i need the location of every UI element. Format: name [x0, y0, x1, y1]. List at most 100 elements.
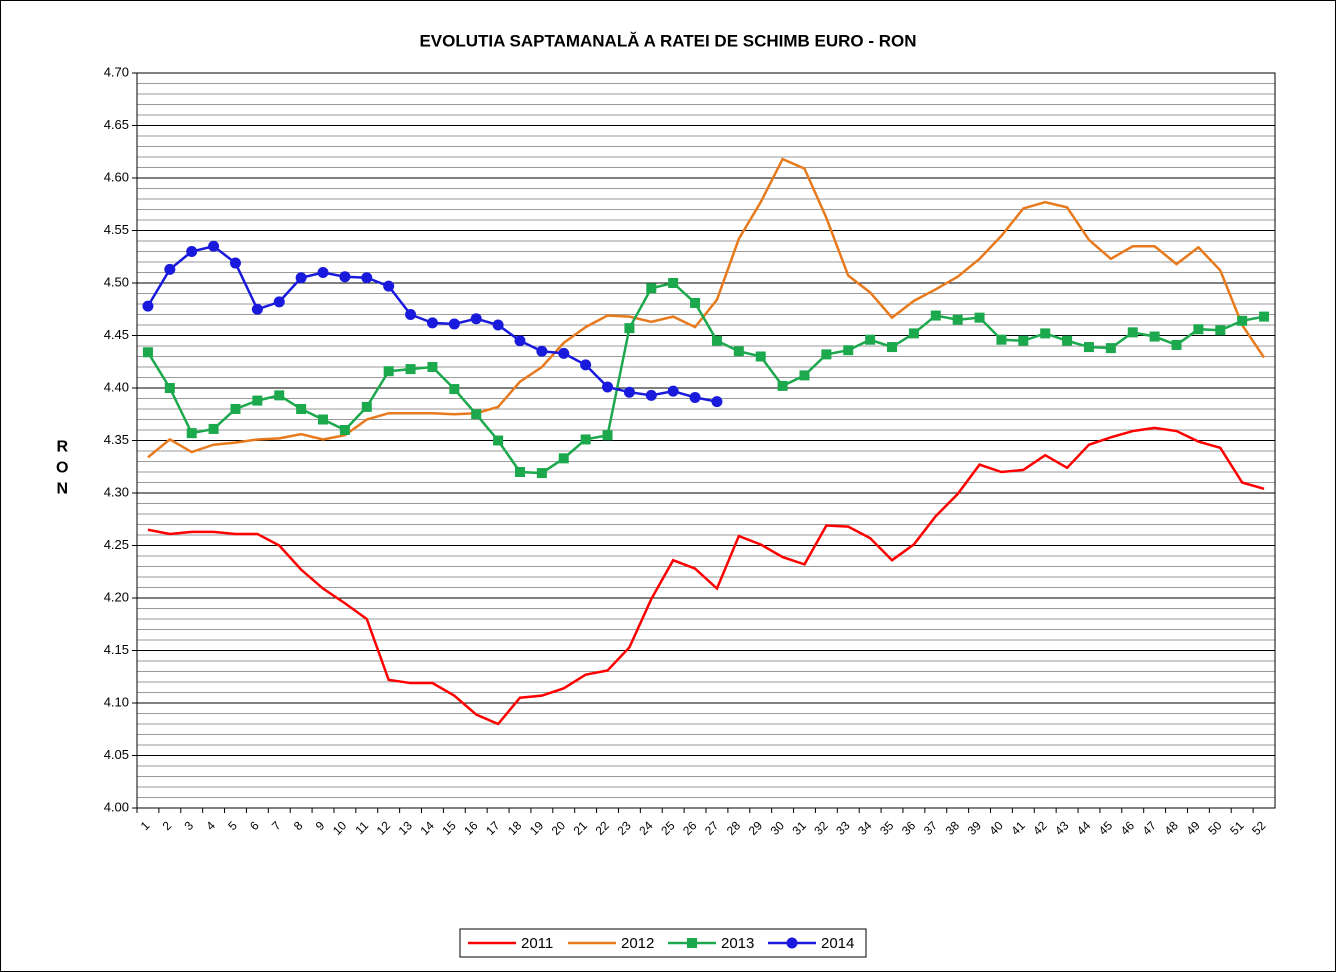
- marker: [471, 409, 482, 420]
- marker: [383, 366, 394, 377]
- legend-marker: [786, 937, 798, 949]
- marker: [1127, 327, 1138, 338]
- marker: [1237, 315, 1248, 326]
- marker: [361, 272, 373, 284]
- legend-label: 2014: [821, 935, 854, 952]
- marker: [339, 425, 350, 435]
- marker: [667, 385, 679, 397]
- y-tick-label: 4.45: [104, 327, 129, 342]
- marker: [339, 271, 351, 283]
- marker: [755, 351, 766, 362]
- marker: [493, 435, 504, 446]
- y-tick-label: 4.15: [104, 642, 129, 657]
- marker: [1062, 335, 1073, 346]
- marker: [777, 380, 788, 391]
- y-tick-label: 4.35: [104, 432, 129, 447]
- marker: [1193, 324, 1204, 335]
- marker: [623, 386, 635, 398]
- marker: [733, 346, 744, 357]
- marker: [361, 401, 372, 412]
- marker: [580, 434, 591, 445]
- marker: [711, 335, 722, 346]
- y-tick-label: 4.40: [104, 379, 129, 394]
- marker: [295, 272, 307, 284]
- y-tick-label: 4.05: [104, 747, 129, 762]
- marker: [1018, 335, 1029, 346]
- marker: [492, 319, 504, 331]
- marker: [887, 342, 898, 353]
- marker: [405, 364, 416, 375]
- legend-label: 2013: [721, 935, 754, 952]
- marker: [536, 345, 548, 357]
- marker: [1040, 328, 1051, 339]
- marker: [711, 396, 723, 408]
- chart-title: EVOLUTIA SAPTAMANALĂ A RATEI DE SCHIMB E…: [419, 31, 916, 50]
- series-line: [146, 281, 1265, 475]
- marker: [821, 349, 832, 360]
- marker: [208, 240, 220, 252]
- marker: [317, 267, 329, 278]
- marker: [164, 383, 175, 393]
- marker: [974, 312, 985, 323]
- marker: [668, 278, 679, 288]
- marker: [536, 468, 547, 479]
- marker: [952, 314, 963, 325]
- marker: [230, 404, 241, 414]
- marker: [229, 257, 241, 269]
- marker: [296, 404, 307, 414]
- y-tick-label: 4.70: [104, 64, 129, 79]
- marker: [690, 297, 701, 308]
- marker: [274, 390, 285, 401]
- marker: [273, 296, 285, 308]
- marker: [602, 381, 614, 393]
- marker: [602, 430, 613, 441]
- marker: [580, 359, 592, 371]
- y-axis-label: RON: [54, 439, 71, 502]
- marker: [186, 428, 197, 439]
- y-tick-label: 4.65: [104, 117, 129, 132]
- marker: [1171, 339, 1182, 350]
- marker: [1259, 311, 1270, 322]
- marker: [427, 362, 438, 372]
- marker: [251, 303, 263, 315]
- y-tick-label: 4.55: [104, 222, 129, 237]
- y-tick-label: 4.10: [104, 694, 129, 709]
- marker: [1105, 343, 1116, 354]
- marker: [514, 467, 525, 477]
- marker: [930, 310, 941, 321]
- marker: [1149, 331, 1160, 342]
- y-tick-label: 4.50: [104, 274, 129, 289]
- marker: [514, 335, 526, 347]
- legend-label: 2011: [521, 935, 553, 952]
- series-line: [147, 426, 1265, 726]
- marker: [646, 283, 657, 294]
- marker: [689, 391, 701, 403]
- marker: [252, 395, 263, 406]
- series-line: [147, 157, 1266, 459]
- marker: [645, 389, 657, 401]
- marker: [142, 300, 154, 312]
- marker: [405, 309, 417, 320]
- y-tick-label: 4.00: [104, 799, 129, 814]
- y-tick-label: 4.25: [104, 537, 129, 552]
- marker: [1215, 325, 1226, 336]
- y-tick-label: 4.60: [104, 169, 129, 184]
- marker: [142, 347, 153, 358]
- marker: [843, 345, 854, 356]
- marker: [558, 347, 570, 359]
- marker: [996, 334, 1007, 345]
- marker: [449, 384, 460, 395]
- marker: [208, 423, 219, 434]
- marker: [1083, 342, 1094, 353]
- marker: [164, 263, 176, 275]
- legend-label: 2012: [621, 935, 654, 952]
- marker: [448, 318, 460, 330]
- marker: [470, 313, 482, 325]
- marker: [865, 334, 876, 345]
- marker: [558, 453, 569, 464]
- marker: [908, 328, 919, 339]
- marker: [186, 246, 198, 257]
- marker: [426, 317, 438, 329]
